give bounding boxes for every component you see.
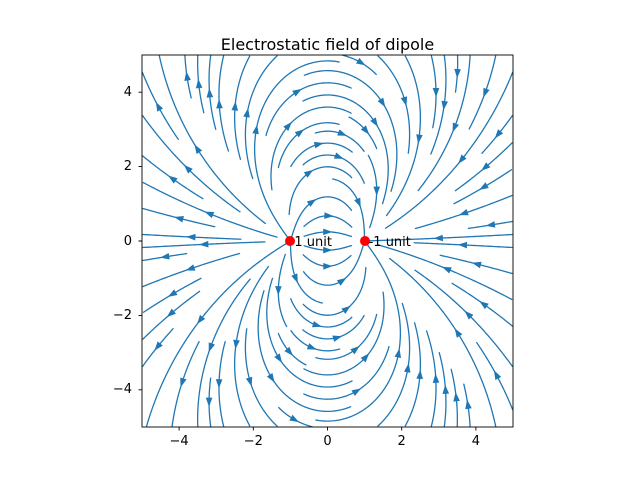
x-tick-label: −4 <box>169 434 189 449</box>
x-tick-label: 4 <box>471 434 481 449</box>
charge-marker-positive <box>285 236 296 246</box>
y-tick-label: 0 <box>123 233 132 249</box>
x-tick-label: −2 <box>243 434 263 449</box>
charge-marker-negative <box>359 236 370 246</box>
y-tick-label: 2 <box>123 159 132 175</box>
y-tick-label: 4 <box>123 84 132 100</box>
charge-label-positive: 1 unit <box>294 235 332 250</box>
charge-label-negative: -1 unit <box>368 235 411 250</box>
y-tick-label: −4 <box>112 382 132 398</box>
chart-title: Electrostatic field of dipole <box>220 35 435 54</box>
x-tick-label: 2 <box>397 434 406 449</box>
x-tick-label: 0 <box>323 434 332 449</box>
y-tick-label: −2 <box>112 307 132 323</box>
